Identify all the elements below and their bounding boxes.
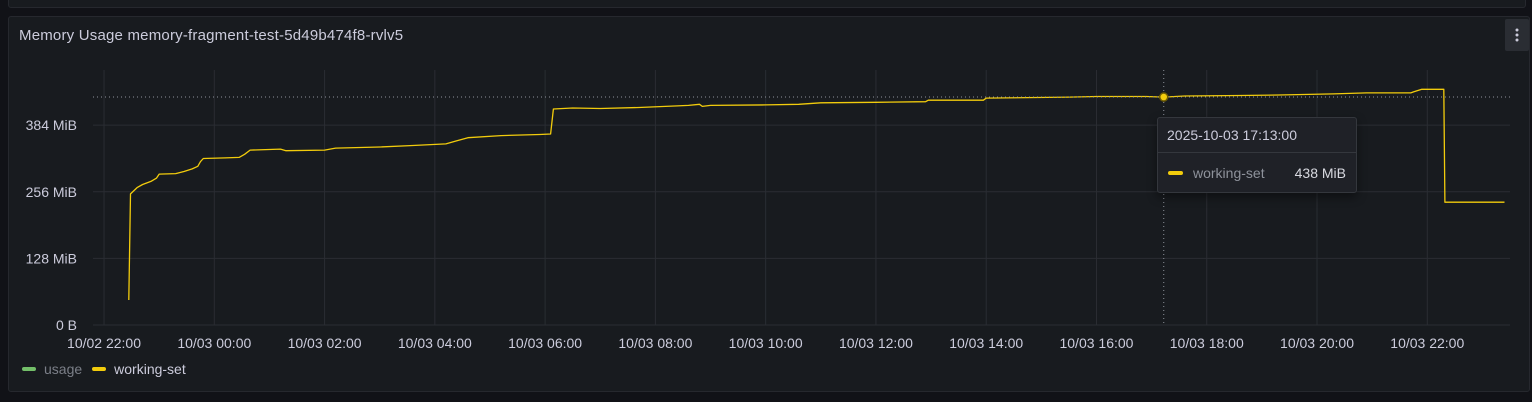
- x-tick-label: 10/03 04:00: [398, 335, 472, 351]
- tooltip-time: 2025-10-03 17:13:00: [1167, 127, 1297, 143]
- y-tick-label: 256 MiB: [26, 184, 77, 200]
- tooltip-series-name: working-set: [1193, 165, 1265, 181]
- y-tick-label: 384 MiB: [26, 117, 77, 133]
- x-tick-label: 10/03 00:00: [177, 335, 251, 351]
- panel-menu-button[interactable]: [1505, 19, 1529, 51]
- hover-tooltip: 2025-10-03 17:13:00 working-set 438 MiB: [1157, 117, 1357, 193]
- x-tick-label: 10/03 22:00: [1390, 335, 1464, 351]
- x-tick-label: 10/03 18:00: [1170, 335, 1244, 351]
- x-tick-label: 10/03 14:00: [949, 335, 1023, 351]
- x-tick-label: 10/02 22:00: [67, 335, 141, 351]
- x-tick-label: 10/03 08:00: [618, 335, 692, 351]
- y-tick-label: 0 B: [56, 317, 77, 333]
- y-tick-label: 128 MiB: [26, 250, 77, 266]
- y-axis-ticks: 0 B 128 MiB 256 MiB 384 MiB: [26, 117, 77, 333]
- series-line-working-set: [128, 88, 1505, 301]
- x-tick-label: 10/03 10:00: [729, 335, 803, 351]
- x-axis-ticks: 10/02 22:00 10/03 00:00 10/03 02:00 10/03 0…: [67, 335, 1464, 351]
- chart-legend: usage working-set: [22, 361, 196, 377]
- x-tick-label: 10/03 12:00: [839, 335, 913, 351]
- kebab-menu-icon: [1515, 28, 1519, 42]
- x-tick-label: 10/03 16:00: [1059, 335, 1133, 351]
- hover-point: [1158, 92, 1169, 102]
- hover-crosshair: [93, 70, 1510, 325]
- legend-label-usage: usage: [44, 361, 83, 377]
- previous-panel-edge: [8, 0, 1526, 8]
- tooltip-row: working-set 438 MiB: [1168, 165, 1346, 181]
- series-lines: [128, 88, 1505, 301]
- memory-usage-panel: Memory Usage memory-fragment-test-5d49b4…: [8, 16, 1530, 392]
- legend-swatch-working-set: [92, 367, 107, 371]
- tooltip-value: 438 MiB: [1294, 165, 1346, 181]
- legend-item-working-set[interactable]: working-set: [92, 361, 186, 377]
- tooltip-divider: [1158, 152, 1356, 153]
- x-tick-label: 10/03 20:00: [1280, 335, 1354, 351]
- grid-lines: [93, 70, 1510, 326]
- x-tick-label: 10/03 02:00: [288, 335, 362, 351]
- x-tick-label: 10/03 06:00: [508, 335, 582, 351]
- legend-item-usage[interactable]: usage: [22, 361, 82, 377]
- tooltip-series-swatch: [1168, 171, 1183, 175]
- panel-title: Memory Usage memory-fragment-test-5d49b4…: [19, 27, 404, 44]
- legend-label-working-set: working-set: [114, 361, 186, 377]
- legend-swatch-usage: [22, 367, 36, 371]
